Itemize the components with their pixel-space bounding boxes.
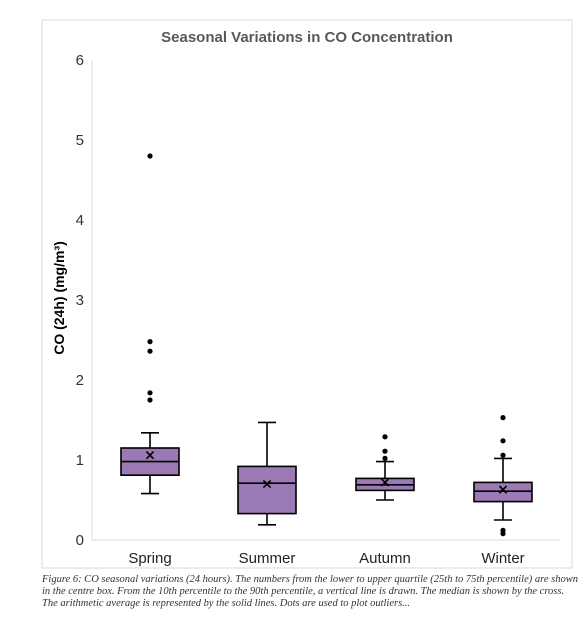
- box-summer: [237, 421, 297, 526]
- x-category-labels: Spring Summer Autumn Winter: [128, 550, 524, 567]
- box-autumn: [355, 434, 415, 501]
- y-tick-label: 0: [76, 532, 84, 549]
- outlier-point: [500, 415, 506, 421]
- y-tick-labels: 0 1 2 3 4 5 6: [76, 52, 84, 549]
- chart-frame: [41, 19, 573, 569]
- outlier-point: [147, 397, 153, 403]
- x-category-label: Summer: [239, 550, 296, 567]
- outlier-point: [382, 434, 388, 440]
- y-tick-label: 6: [76, 52, 84, 69]
- y-tick-label: 4: [76, 212, 84, 229]
- iqr-box: [237, 465, 297, 515]
- y-tick-label: 5: [76, 132, 84, 149]
- y-tick-label: 1: [76, 452, 84, 469]
- y-tick-label: 3: [76, 292, 84, 309]
- outlier-point: [147, 390, 153, 396]
- mean-marker-stroke-b: [498, 485, 508, 494]
- outlier-point: [147, 348, 153, 354]
- outlier-point: [147, 339, 153, 345]
- outlier-point: [382, 455, 388, 461]
- box-spring: [120, 153, 180, 495]
- y-tick-label: 2: [76, 372, 84, 389]
- box-winter: [473, 415, 533, 537]
- mean-marker-stroke-b: [262, 479, 272, 489]
- chart-title: Seasonal Variations in CO Concentration: [161, 29, 453, 46]
- outlier-point: [500, 438, 506, 444]
- x-category-label: Spring: [128, 550, 171, 567]
- y-axis-label: CO (24h) (mg/m³): [51, 241, 67, 355]
- outlier-point: [500, 452, 506, 458]
- x-category-label: Winter: [481, 550, 524, 567]
- figure-caption: Figure 6: CO seasonal variations (24 hou…: [42, 574, 578, 609]
- outlier-point: [500, 531, 506, 537]
- outlier-point: [382, 448, 388, 454]
- outlier-point: [147, 153, 153, 159]
- mean-marker-stroke-b: [145, 451, 155, 460]
- mean-marker-stroke-b: [380, 478, 390, 487]
- x-category-label: Autumn: [359, 550, 411, 567]
- box-series: [120, 153, 533, 537]
